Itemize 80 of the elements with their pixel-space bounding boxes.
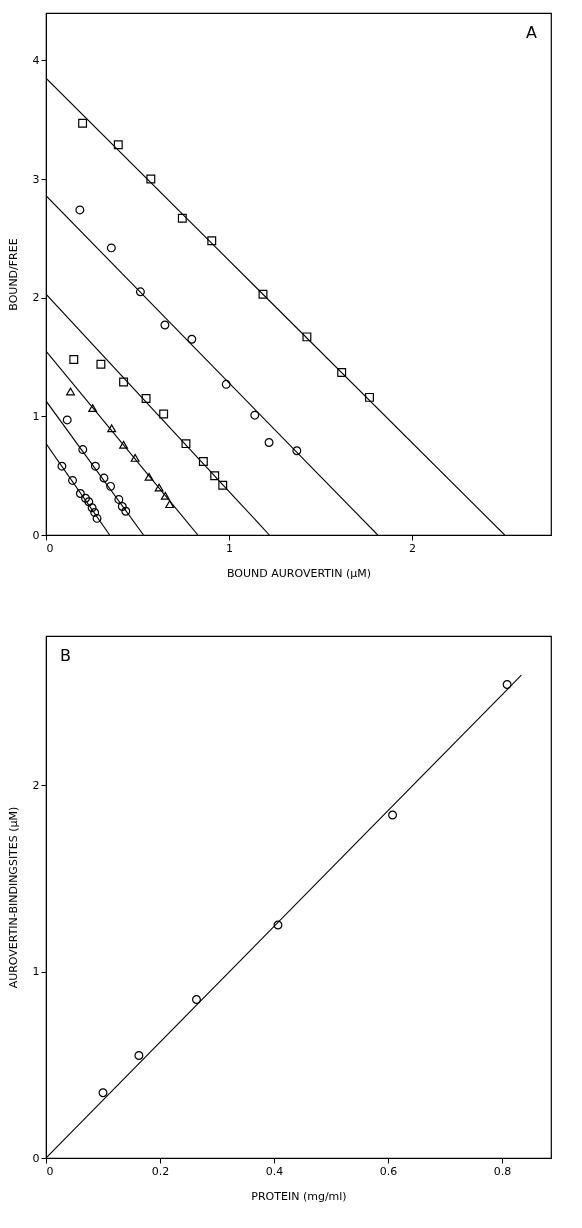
point	[66, 387, 75, 396]
point	[114, 494, 124, 504]
point	[160, 320, 170, 330]
point	[87, 503, 97, 513]
x-tick-label: 1	[225, 541, 233, 555]
point	[221, 379, 231, 389]
point	[117, 502, 127, 511]
point	[198, 456, 208, 466]
point	[165, 500, 175, 509]
point	[250, 410, 260, 420]
point	[106, 243, 116, 253]
point	[154, 483, 164, 492]
point	[75, 489, 85, 498]
point	[134, 1051, 144, 1060]
point	[135, 287, 145, 297]
point	[62, 415, 72, 425]
point	[365, 392, 374, 402]
point	[113, 140, 123, 150]
point	[68, 475, 77, 485]
point	[292, 446, 302, 456]
point	[78, 118, 88, 128]
point	[146, 174, 156, 184]
y-tick-label: 4	[32, 53, 40, 67]
point	[273, 920, 283, 930]
point	[90, 507, 100, 517]
point	[177, 213, 187, 223]
x-tick-label: 0.8	[493, 1164, 512, 1178]
point	[119, 440, 129, 449]
point	[210, 471, 220, 481]
y-tick-label: 2	[32, 778, 40, 792]
point	[57, 461, 67, 471]
point	[88, 404, 98, 413]
point	[75, 205, 85, 215]
y-tick-label: 0	[32, 528, 40, 542]
x-tick-label: 0.6	[379, 1164, 398, 1178]
point	[92, 513, 102, 523]
point	[96, 359, 106, 369]
point	[187, 334, 197, 344]
point	[159, 409, 169, 419]
point	[99, 473, 109, 483]
y-tick-label: 0	[32, 1151, 40, 1165]
y-tick-label: 3	[32, 172, 40, 186]
point	[181, 439, 191, 449]
point	[90, 461, 100, 471]
point	[192, 995, 201, 1004]
point	[98, 1088, 108, 1098]
point	[78, 445, 88, 455]
point	[160, 491, 170, 500]
point	[218, 480, 228, 490]
x-axis-title: BOUND AUROVERTIN (µM)	[226, 566, 372, 580]
annotation: B	[60, 646, 71, 665]
y-axis-title: AUROVERTIN-BINDINGSITES (µM)	[6, 806, 20, 989]
point	[107, 424, 117, 433]
point	[69, 354, 79, 364]
y-tick-label: 1	[32, 409, 40, 423]
point	[130, 453, 140, 462]
x-tick-label: 0	[46, 541, 54, 555]
point	[302, 332, 312, 342]
x-tick-label: 2	[408, 541, 416, 555]
point	[388, 810, 398, 820]
point	[106, 481, 116, 491]
y-tick-label: 1	[32, 965, 40, 979]
point	[121, 506, 131, 516]
y-tick-label: 2	[32, 291, 40, 305]
y-axis-title: BOUND/FREE	[6, 238, 20, 311]
point	[337, 368, 347, 377]
point	[258, 289, 268, 299]
point	[264, 438, 274, 447]
point	[141, 394, 151, 404]
x-tick-label: 0.4	[265, 1164, 284, 1178]
point	[84, 497, 94, 507]
annotation: A	[526, 23, 538, 42]
point	[119, 377, 129, 387]
point	[502, 680, 512, 689]
point	[207, 236, 217, 246]
point	[144, 472, 154, 481]
x-axis-title: PROTEIN (mg/ml)	[251, 1189, 347, 1203]
x-tick-label: 0	[46, 1164, 54, 1178]
x-tick-label: 0.2	[151, 1164, 170, 1178]
point	[81, 493, 90, 503]
